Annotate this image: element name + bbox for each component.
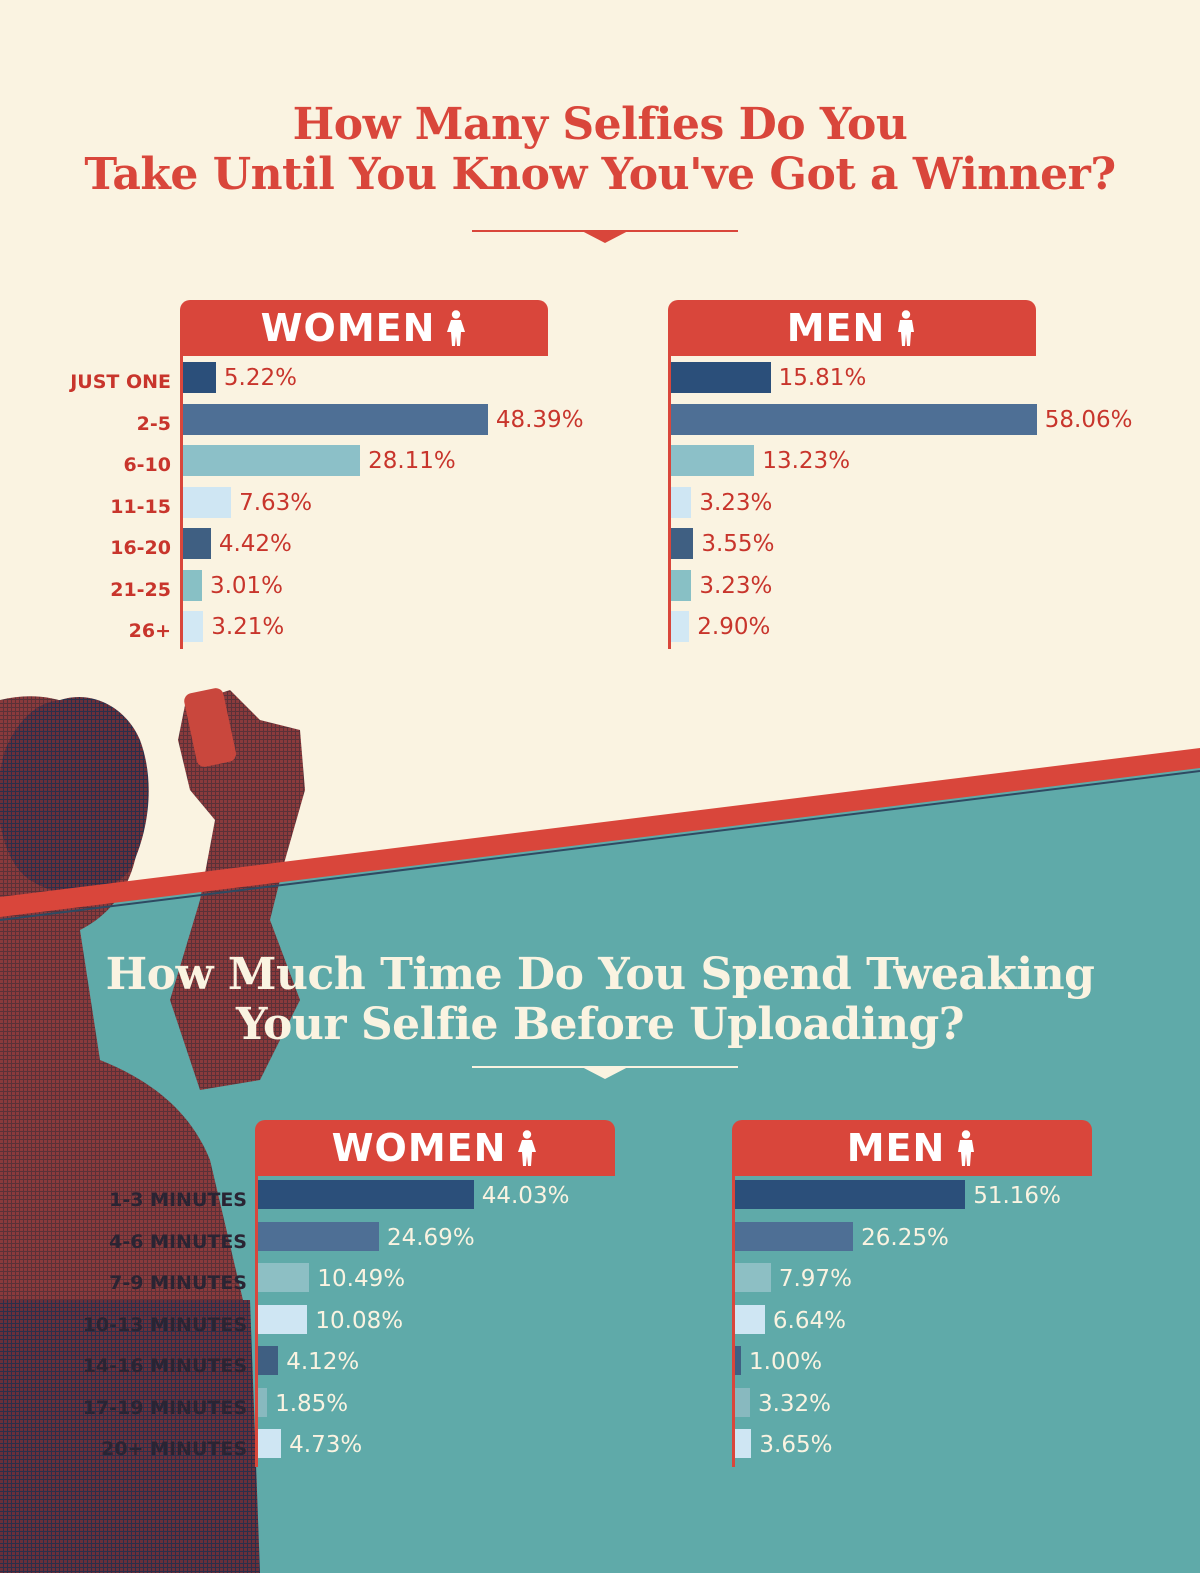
bar-women-3 bbox=[258, 1304, 308, 1334]
chart-1-title-line-1: How Many Selfies Do You bbox=[292, 99, 908, 150]
data-label-women-3: 10.08% bbox=[315, 1307, 404, 1334]
data-label-women-5: 1.85% bbox=[275, 1390, 349, 1417]
category-label-3: 11-15 bbox=[110, 495, 171, 518]
data-label-women-0: 5.22% bbox=[223, 365, 297, 391]
chart-2-women-tab: WOMEN bbox=[255, 1120, 615, 1176]
bar-women-5 bbox=[258, 1387, 268, 1417]
data-label-women-5: 3.01% bbox=[209, 572, 284, 599]
bar-women-6 bbox=[183, 611, 204, 642]
category-label-6: 20+ MINUTES bbox=[101, 1438, 247, 1460]
bar-men-4 bbox=[671, 528, 694, 559]
data-label-women-4: 4.12% bbox=[286, 1349, 360, 1375]
data-label-women-4: 4.42% bbox=[218, 531, 292, 557]
data-label-women-0: 44.03% bbox=[481, 1183, 570, 1209]
bar-women-0 bbox=[183, 362, 216, 393]
bar-women-4 bbox=[258, 1346, 279, 1375]
data-label-men-0: 15.81% bbox=[778, 365, 867, 391]
bar-women-5 bbox=[183, 569, 202, 601]
category-label-3: 10-13 MINUTES bbox=[82, 1313, 247, 1336]
chart-1-men-axis bbox=[668, 356, 671, 649]
category-label-4: 16-20 bbox=[110, 537, 171, 559]
series-label: MEN bbox=[846, 1126, 946, 1170]
data-label-men-3: 3.23% bbox=[699, 489, 773, 516]
data-label-men-3: 6.64% bbox=[772, 1307, 846, 1334]
female-person-icon bbox=[518, 1130, 537, 1166]
bar-men-1 bbox=[671, 403, 1037, 435]
data-label-men-6: 3.65% bbox=[759, 1432, 833, 1458]
data-label-women-2: 28.11% bbox=[368, 448, 456, 474]
chart-2-title-line-2: Your Selfie Before Uploading? bbox=[235, 999, 965, 1050]
category-label-5: 17-19 MINUTES bbox=[82, 1396, 247, 1419]
bar-women-3 bbox=[183, 486, 232, 518]
bar-women-2 bbox=[258, 1263, 310, 1292]
series-label: MEN bbox=[786, 306, 886, 350]
data-label-women-1: 48.39% bbox=[495, 406, 584, 433]
bar-men-4 bbox=[735, 1346, 741, 1375]
data-label-men-6: 2.90% bbox=[697, 614, 771, 640]
chart-1-women-axis bbox=[180, 356, 183, 649]
bar-men-6 bbox=[735, 1429, 752, 1458]
category-label-6: 26+ bbox=[128, 620, 171, 642]
bar-men-1 bbox=[735, 1221, 854, 1251]
chart-2-title-line-1: How Much Time Do You Spend Tweaking bbox=[105, 949, 1095, 1000]
bar-women-0 bbox=[258, 1180, 474, 1209]
bar-men-5 bbox=[735, 1387, 750, 1417]
data-label-men-5: 3.23% bbox=[699, 572, 773, 599]
data-label-men-4: 1.00% bbox=[749, 1349, 823, 1375]
diagonal-band bbox=[0, 748, 1200, 917]
data-label-men-2: 7.97% bbox=[778, 1266, 852, 1292]
bar-women-1 bbox=[258, 1221, 379, 1251]
data-label-men-2: 13.23% bbox=[762, 448, 851, 474]
bar-women-6 bbox=[258, 1429, 282, 1458]
category-label-1: 4-6 MINUTES bbox=[109, 1230, 247, 1253]
data-label-men-1: 58.06% bbox=[1044, 406, 1133, 433]
bar-men-6 bbox=[671, 611, 690, 642]
data-label-men-5: 3.32% bbox=[757, 1390, 832, 1417]
data-label-men-0: 51.16% bbox=[973, 1183, 1061, 1209]
chart-2-women-axis bbox=[255, 1176, 258, 1467]
category-label-0: JUST ONE bbox=[70, 371, 171, 393]
category-label-0: 1-3 MINUTES bbox=[109, 1189, 247, 1211]
selfie-person-illustration bbox=[0, 688, 305, 1573]
bar-women-4 bbox=[183, 528, 211, 559]
chart-2-men-axis bbox=[732, 1176, 735, 1467]
bar-men-0 bbox=[671, 362, 771, 393]
data-label-women-3: 7.63% bbox=[239, 489, 313, 516]
data-label-women-1: 24.69% bbox=[386, 1224, 475, 1251]
series-label: WOMEN bbox=[331, 1126, 507, 1170]
category-label-4: 14-16 MINUTES bbox=[82, 1355, 247, 1377]
bar-men-5 bbox=[671, 569, 692, 601]
bar-men-2 bbox=[671, 445, 755, 476]
down-arrow-icon bbox=[580, 1066, 630, 1079]
data-label-women-6: 3.21% bbox=[211, 614, 285, 640]
bar-men-2 bbox=[735, 1263, 771, 1292]
data-label-men-4: 3.55% bbox=[701, 531, 775, 557]
bar-men-0 bbox=[735, 1180, 966, 1209]
chart-2-title: How Much Time Do You Spend Tweaking Your… bbox=[0, 950, 1200, 1050]
category-label-1: 2-5 bbox=[136, 412, 171, 435]
data-label-men-1: 26.25% bbox=[861, 1224, 949, 1251]
chart-1-title: How Many Selfies Do You Take Until You K… bbox=[0, 100, 1200, 200]
down-arrow-icon bbox=[580, 230, 630, 243]
chart-1-men-tab: MEN bbox=[668, 300, 1036, 356]
category-label-5: 21-25 bbox=[110, 578, 171, 601]
data-label-women-6: 4.73% bbox=[289, 1432, 363, 1458]
bar-women-2 bbox=[183, 445, 361, 476]
bar-men-3 bbox=[735, 1304, 765, 1334]
chart-2-men-tab: MEN bbox=[732, 1120, 1092, 1176]
chart-1-title-line-2: Take Until You Know You've Got a Winner? bbox=[84, 149, 1116, 200]
category-label-2: 6-10 bbox=[123, 454, 171, 476]
female-person-icon bbox=[447, 310, 466, 346]
male-person-icon bbox=[958, 1130, 975, 1166]
category-label-2: 7-9 MINUTES bbox=[109, 1272, 247, 1294]
bar-men-3 bbox=[671, 486, 692, 518]
data-label-women-2: 10.49% bbox=[317, 1266, 406, 1292]
series-label: WOMEN bbox=[260, 306, 436, 350]
chart-1-women-tab: WOMEN bbox=[180, 300, 548, 356]
bar-women-1 bbox=[183, 403, 488, 435]
male-person-icon bbox=[898, 310, 915, 346]
